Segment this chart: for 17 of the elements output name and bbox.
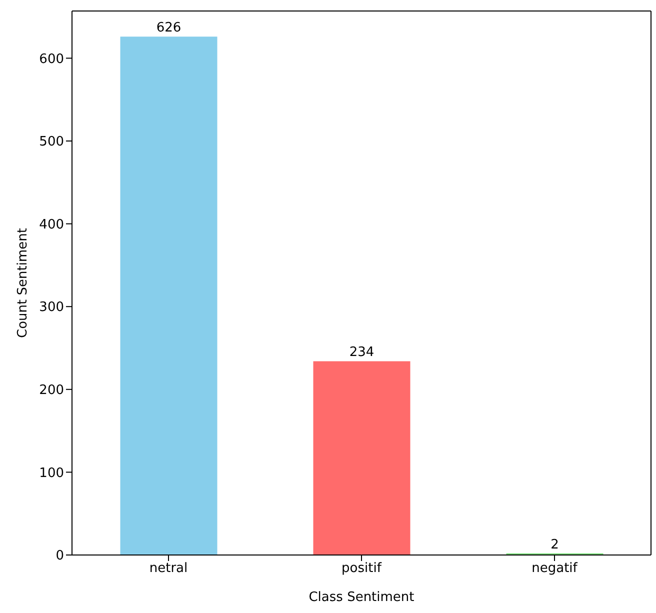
data-label: 626: [156, 20, 182, 36]
x-tick-label: positif: [342, 561, 382, 576]
y-tick-label: 100: [39, 466, 64, 481]
y-tick-label: 0: [56, 548, 64, 564]
y-axis-title: Count Sentiment: [16, 228, 31, 338]
data-label: 2: [550, 537, 559, 552]
y-tick-label: 300: [39, 300, 64, 316]
data-label: 234: [349, 345, 374, 360]
bar: [313, 361, 410, 555]
bar: [120, 36, 218, 555]
x-tick-label: netral: [149, 561, 188, 576]
x-axis-title: Class Sentiment: [308, 590, 414, 605]
y-tick-label: 200: [39, 383, 64, 398]
y-tick-label: 600: [39, 52, 64, 67]
y-tick-label: 500: [39, 134, 64, 150]
y-tick-label: 400: [39, 217, 64, 232]
x-tick-label: negatif: [532, 561, 578, 576]
